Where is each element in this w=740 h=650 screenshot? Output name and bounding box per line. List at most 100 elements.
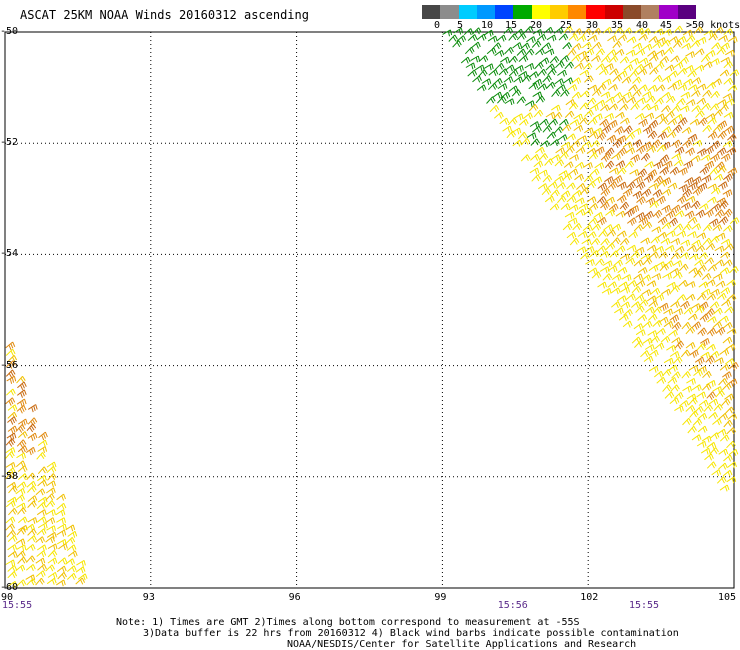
wind-barb [5,348,16,356]
wind-barb [629,205,640,214]
wind-barb [476,84,487,92]
wind-barb [666,281,677,289]
wind-barb [706,81,717,89]
wind-barb [729,217,740,225]
wind-barb [722,140,733,148]
wind-barb [681,202,691,211]
wind-barb [665,210,676,219]
wind-barb [712,321,723,329]
wind-barb [667,364,678,372]
wind-barb [605,209,615,217]
wind-barb [554,175,564,183]
wind-barb [701,273,712,281]
wind-barb [599,118,609,128]
wind-barb [709,167,719,176]
wind-barb [674,245,685,253]
wind-barb [588,203,599,210]
wind-barb [65,558,75,566]
wind-barb [524,48,535,57]
wind-barb [653,160,664,170]
wind-barb [688,397,698,406]
wind-barb [533,160,544,168]
wind-barb [679,252,690,260]
wind-barb [724,358,735,366]
wind-barb [7,411,18,419]
wind-barb [721,398,731,407]
wind-barb [634,340,644,348]
wind-barb [528,103,539,112]
wind-barb [632,42,643,50]
wind-barb [630,102,640,111]
wind-barb [729,266,739,274]
wind-barb [698,117,708,127]
wind-barb [655,113,665,121]
wind-barb [539,140,550,148]
wind-barb [5,500,16,508]
wind-barb [642,141,652,150]
wind-barb [531,174,541,182]
wind-barb [727,378,738,387]
wind-barb [582,224,593,232]
wind-barb [523,26,534,34]
wind-barb [532,28,543,36]
wind-barb [661,75,672,83]
wind-barb [612,175,623,184]
wind-barb [642,125,653,135]
wind-barb [16,452,26,460]
wind-barb [633,259,644,267]
wind-barb [641,103,652,111]
wind-barb [647,169,658,178]
wind-barb [723,77,734,85]
wind-barb [715,161,725,171]
wind-barb [591,223,602,231]
wind-barb [685,293,696,301]
wind-barb [654,342,665,350]
wind-barb [6,388,16,396]
wind-barb [631,285,642,294]
wind-barb [538,169,548,177]
wind-barb [718,216,729,225]
wind-barb [506,130,517,139]
wind-barb [685,195,696,203]
wind-barb [692,176,702,185]
wind-barb [702,224,713,232]
wind-barb [632,89,642,97]
wind-barb [644,112,655,120]
wind-barb [612,74,623,82]
wind-barb [571,54,581,62]
wind-barb [662,160,673,169]
wind-barb [648,119,659,129]
wind-barb [727,413,738,421]
wind-barb [5,461,16,469]
wind-barb [512,42,523,50]
wind-barb [17,381,27,391]
colorbar-swatch [422,5,441,19]
wind-barb [608,203,619,213]
wind-barb [684,177,694,186]
wind-barb [642,257,653,266]
wind-barb [569,154,579,161]
wind-barb [710,187,721,195]
wind-barb [588,217,598,225]
wind-barb [721,299,731,307]
wind-barb [5,451,15,459]
wind-barb [616,230,627,238]
wind-barb [508,69,519,77]
wind-barb [661,188,672,196]
wind-barb [673,223,684,231]
wind-barb [671,371,681,379]
wind-barb [658,251,669,259]
wind-barb [650,287,661,295]
wind-barb [629,57,640,65]
wind-barb [7,565,18,572]
wind-barb [576,183,586,190]
wind-barb [636,97,646,105]
wind-barb [722,336,733,344]
wind-barb [689,410,699,418]
wind-barb [585,258,595,266]
wind-barb [56,579,66,587]
wind-barb [687,231,697,238]
wind-barb [669,397,680,405]
wind-barb [623,125,633,135]
wind-barb [638,118,648,128]
